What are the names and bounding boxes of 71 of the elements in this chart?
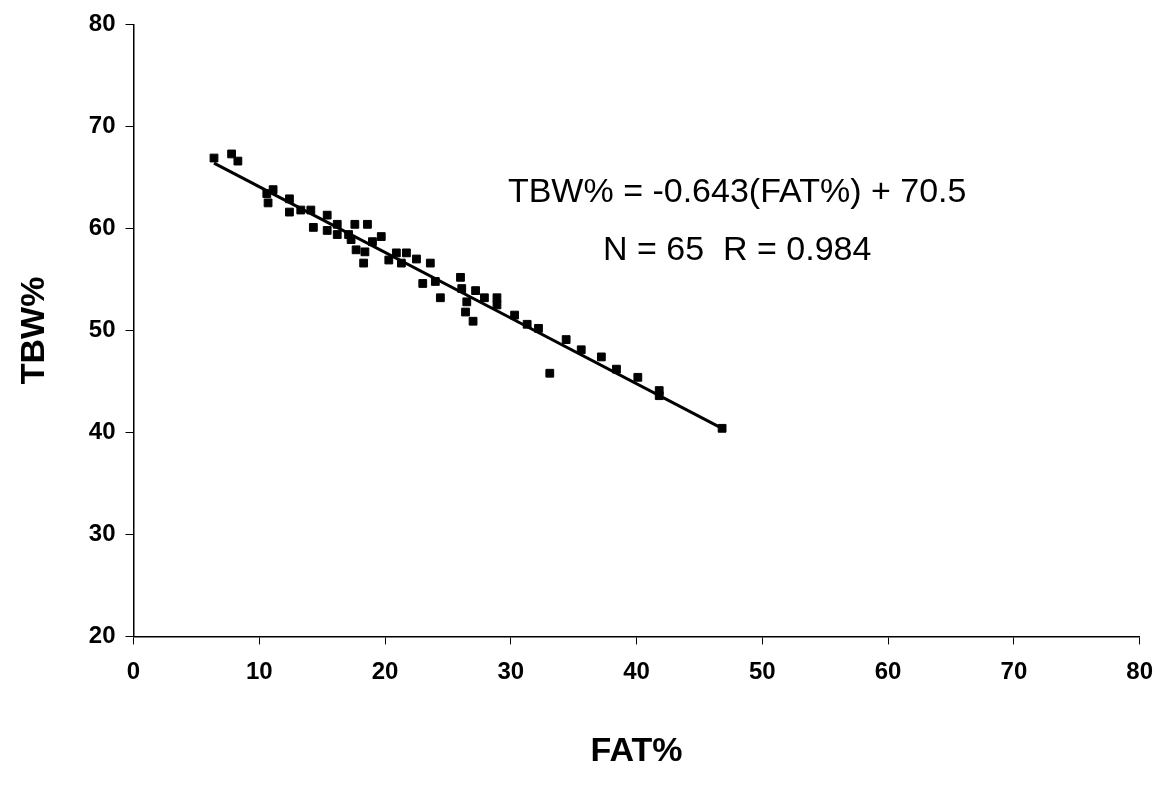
point [522,319,532,329]
x-tick-label: 0 [126,657,141,685]
point [350,219,360,229]
x-tick-label: 70 [1000,657,1028,685]
point [534,323,543,333]
point [492,300,502,310]
point [384,255,394,265]
point [654,391,664,401]
x-tick-label: 20 [371,657,399,685]
point [360,247,370,257]
x-tick-label: 30 [497,657,525,685]
point [368,237,377,247]
point [263,198,273,208]
point [397,258,406,268]
point [480,293,489,303]
point [633,372,643,382]
point [456,272,465,282]
point [425,258,435,268]
point [359,258,369,268]
point [492,293,502,303]
y-tick-label: 40 [88,417,116,445]
point [346,235,356,245]
point [418,279,428,288]
point [412,254,421,264]
point [391,248,401,258]
point [457,284,467,293]
point [461,307,470,317]
point [227,149,236,159]
point [468,316,478,326]
point [462,297,472,307]
x-axis-title: FAT% [590,729,683,768]
x-tick-label: 80 [1126,657,1153,685]
point [561,335,571,344]
point [262,189,272,199]
point [285,194,294,204]
y-tick-label: 20 [88,621,116,649]
point [545,368,555,378]
point [576,345,586,355]
point [296,205,306,215]
point [322,210,332,220]
y-tick-label: 30 [88,519,116,547]
point [435,293,445,303]
point [332,219,342,229]
y-tick-label: 70 [88,111,116,139]
y-tick-label: 50 [88,315,116,343]
y-tick-label: 60 [88,213,116,241]
point [717,423,727,433]
point [596,352,606,362]
point [402,248,411,258]
y-tick-label: 80 [88,9,116,37]
point [351,245,361,255]
y-axis-title: TBW% [12,276,51,385]
point [209,153,219,163]
point [233,156,243,166]
point [471,286,480,296]
point [363,219,372,229]
point [510,310,519,320]
annotation: TBW% = -0.643(FAT%) + 70.5 [507,170,967,209]
point [430,277,440,286]
point [322,226,332,235]
point [306,205,316,215]
x-tick-label: 10 [245,657,273,685]
point [308,222,318,232]
x-tick-label: 50 [748,657,776,685]
point [376,232,386,241]
x-tick-label: 60 [874,657,902,685]
point [332,230,342,239]
annotation: N = 65 R = 0.984 [602,228,872,267]
point [285,207,294,217]
x-tick-label: 40 [623,657,650,685]
point [612,364,621,374]
